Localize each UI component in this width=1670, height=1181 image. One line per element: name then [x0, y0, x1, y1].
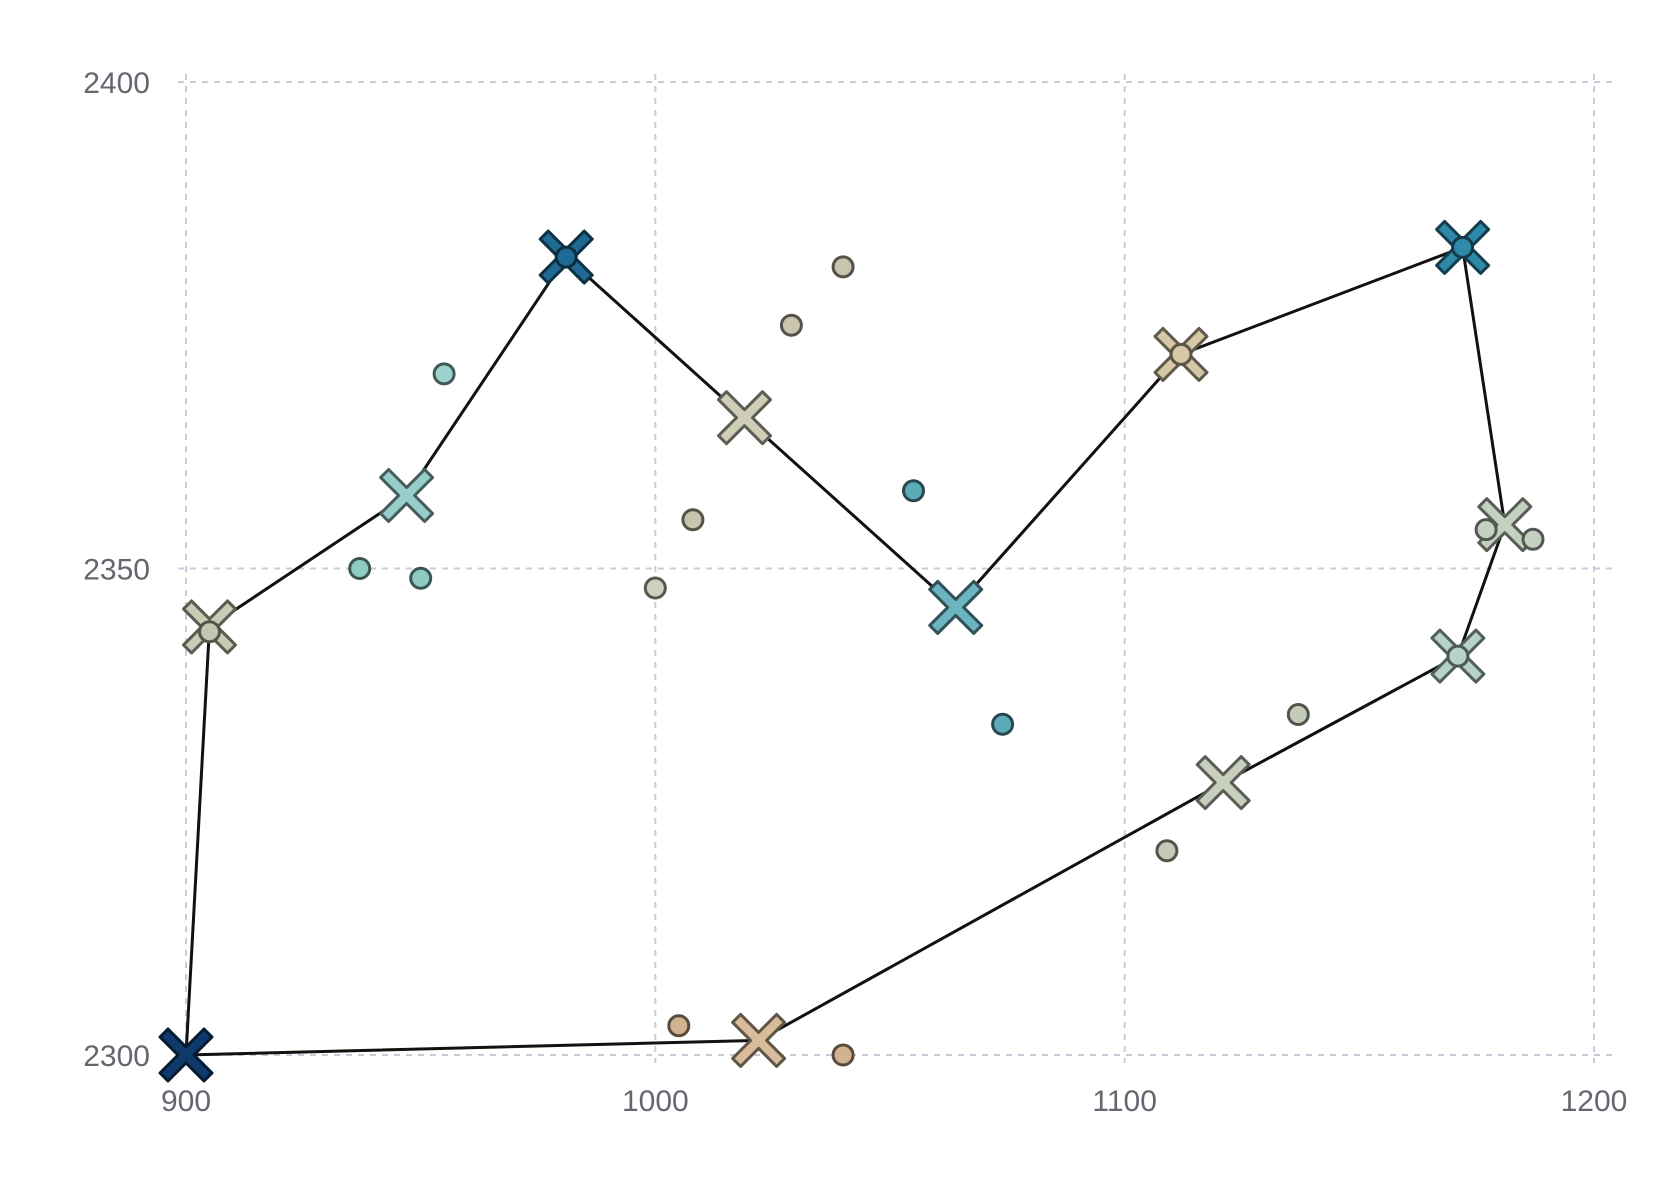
center-marker [1195, 755, 1251, 811]
data-point [1474, 518, 1498, 542]
data-point [348, 557, 372, 580]
data-point [198, 620, 221, 644]
center-marker [731, 1012, 787, 1068]
y-tick-label: 2350 [83, 554, 150, 587]
data-point [554, 245, 578, 269]
data-point [831, 255, 855, 279]
center-marker [158, 1027, 214, 1083]
x-tick-label: 1000 [622, 1085, 689, 1118]
y-tick-label: 2400 [83, 67, 150, 100]
data-point [432, 362, 456, 386]
data-point [1521, 527, 1545, 551]
y-tick-label: 2300 [83, 1040, 150, 1073]
data-point [1155, 839, 1179, 863]
center-marker [717, 390, 772, 446]
center-marker [928, 579, 984, 635]
tick-labels: 900 1000 1100 1200 2300 2350 2400 [83, 67, 1627, 1118]
center-marker [379, 468, 435, 523]
data-point [779, 313, 803, 337]
grid [178, 74, 1614, 1063]
data-point [667, 1014, 691, 1038]
x-tick-label: 1200 [1561, 1085, 1628, 1118]
center-markers [158, 219, 1533, 1083]
x-tick-label: 1100 [1092, 1085, 1157, 1118]
route-line [184, 245, 1507, 1057]
route-lines [184, 245, 1507, 1057]
data-point [1451, 235, 1475, 259]
data-points [198, 235, 1545, 1067]
data-point [991, 712, 1015, 736]
x-tick-label: 900 [161, 1085, 211, 1118]
data-point [902, 479, 925, 503]
data-point [643, 576, 667, 600]
data-point [1446, 644, 1470, 668]
data-point [681, 508, 705, 532]
data-point [1169, 342, 1193, 366]
data-point [409, 566, 433, 590]
data-point [831, 1043, 855, 1067]
data-point [1286, 703, 1310, 726]
